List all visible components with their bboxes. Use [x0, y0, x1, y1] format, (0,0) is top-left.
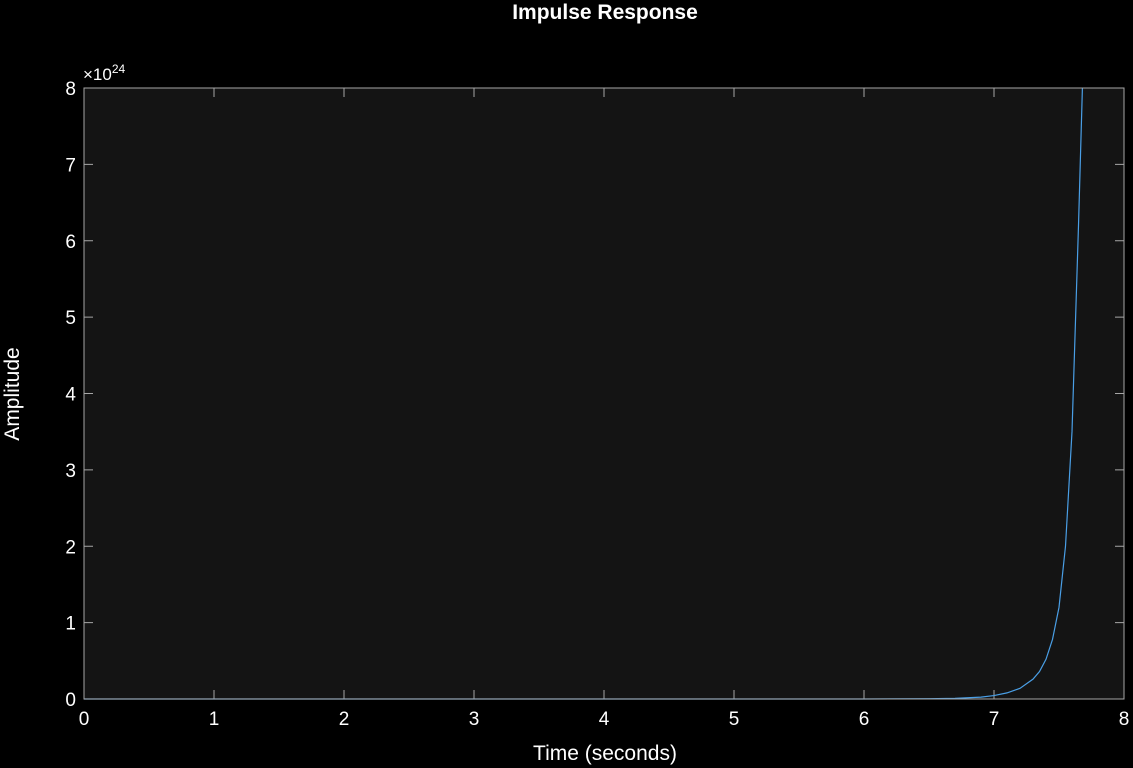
y-exponent-label: ×1024 [83, 62, 126, 84]
y-exponent-power: 24 [112, 62, 126, 76]
plot-area [84, 88, 1124, 699]
x-tick-label-0: 0 [79, 709, 90, 730]
y-tick-label-7: 7 [65, 155, 76, 176]
axes-border [83, 87, 1125, 700]
y-axis-ticks: 0 1 2 3 4 5 6 7 8 [65, 79, 1124, 711]
x-tick-label-7: 7 [989, 709, 1000, 730]
x-tick-label-2: 2 [339, 709, 350, 730]
y-tick-label-1: 1 [65, 614, 76, 635]
x-tick-label-6: 6 [859, 709, 870, 730]
x-tick-label-3: 3 [469, 709, 480, 730]
y-tick-label-6: 6 [65, 232, 76, 253]
x-tick-label-5: 5 [729, 709, 740, 730]
y-tick-label-4: 4 [65, 385, 76, 406]
y-tick-label-8: 8 [65, 79, 76, 100]
x-tick-label-4: 4 [599, 709, 610, 730]
y-tick-label-3: 3 [65, 461, 76, 482]
y-tick-label-5: 5 [65, 308, 76, 329]
y-axis-label: Amplitude [1, 347, 24, 440]
y-exponent-base: ×10 [83, 65, 112, 84]
y-tick-label-2: 2 [65, 537, 76, 558]
x-tick-label-1: 1 [209, 709, 220, 730]
x-tick-label-8: 8 [1119, 709, 1130, 730]
y-tick-label-0: 0 [65, 690, 76, 711]
chart-title: Impulse Response [512, 1, 698, 24]
x-axis-label: Time (seconds) [533, 742, 677, 765]
